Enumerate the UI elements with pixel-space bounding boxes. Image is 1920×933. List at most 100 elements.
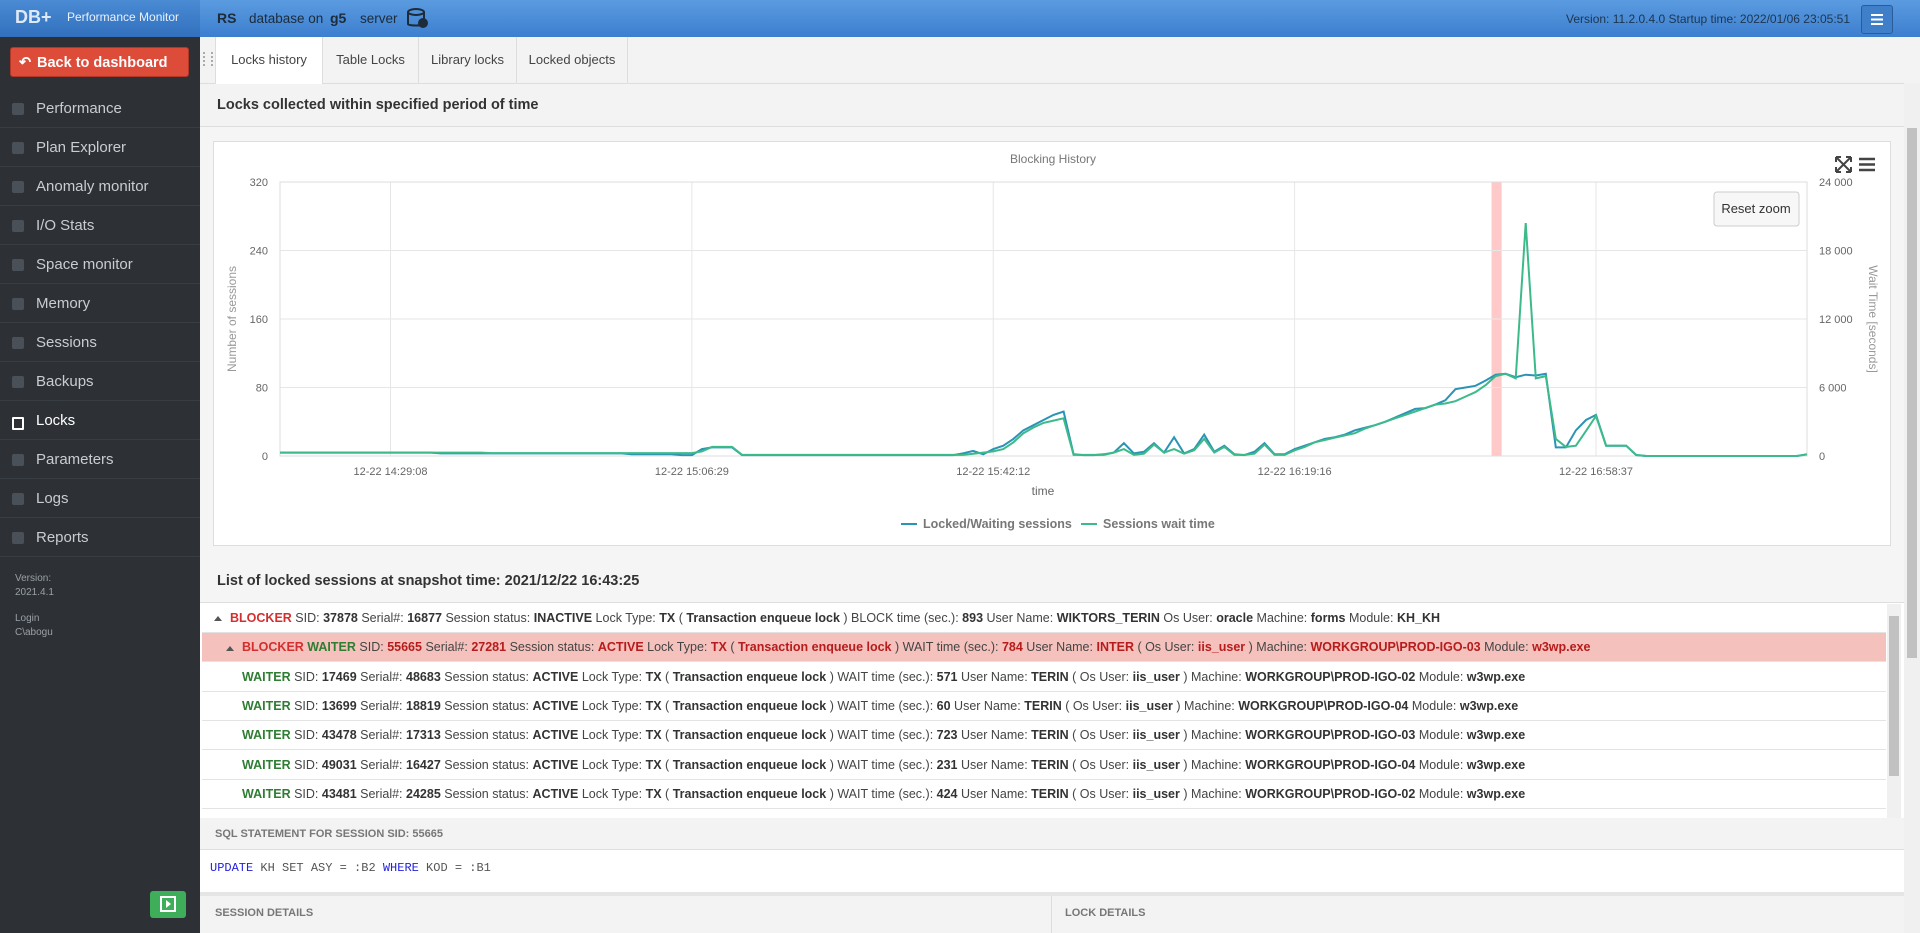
expand-caret[interactable]	[226, 645, 234, 651]
db-on: database on	[249, 11, 324, 26]
expand-caret[interactable]	[214, 616, 222, 622]
field-label: (	[730, 640, 735, 655]
field-label: ) Machine:	[1183, 757, 1242, 772]
session-row[interactable]: WAITER SID: 17469 Serial#: 48683 Session…	[202, 663, 1886, 692]
field-value: 893	[962, 611, 984, 625]
tab-bar	[200, 37, 1920, 84]
field-value: WORKGROUP\PROD-IGO-03	[1245, 728, 1416, 743]
menu-item[interactable]: Backups	[0, 363, 200, 401]
menu-icon	[1871, 14, 1883, 25]
field-label: ) WAIT time (sec.):	[894, 640, 999, 655]
field-value: w3wp.exe	[1532, 640, 1591, 655]
menu-item[interactable]: Logs	[0, 480, 200, 518]
y-tick-label: 80	[256, 383, 268, 395]
session-row[interactable]: BLOCKER SID: 37878 Serial#: 16877 Sessio…	[202, 604, 1886, 633]
tab[interactable]: Locked objects	[517, 37, 628, 83]
field-label: Serial#:	[360, 698, 403, 713]
field-value: WORKGROUP\PROD-IGO-02	[1245, 669, 1416, 684]
field-label: ) WAIT time (sec.):	[829, 786, 934, 801]
menu-item[interactable]: Anomaly monitor	[0, 168, 200, 206]
legend-label[interactable]: Sessions wait time	[1103, 517, 1215, 531]
field-label: SID:	[295, 611, 320, 625]
field-value: 49031	[321, 757, 357, 772]
field-value: KH_KH	[1396, 611, 1441, 625]
back-button[interactable]: ↶ Back to dashboard	[10, 47, 189, 77]
menu-item[interactable]: Parameters	[0, 441, 200, 479]
session-row[interactable]: WAITER SID: 49031 Serial#: 16427 Session…	[202, 751, 1886, 780]
menu-item[interactable]: Locks	[0, 402, 200, 440]
field-value: 17469	[321, 669, 357, 684]
y-tick-label: 240	[250, 246, 268, 258]
field-label: Lock Type:	[581, 698, 643, 713]
field-value: w3wp.exe	[1466, 728, 1526, 743]
field-value: TX	[645, 757, 662, 772]
menu-item[interactable]: Performance	[0, 90, 200, 128]
field-value: iis_user	[1125, 698, 1173, 713]
menu-icon	[12, 454, 24, 466]
sql-keyword: WHERE	[382, 861, 419, 875]
list-scroll-thumb	[1889, 616, 1899, 776]
menu-item[interactable]: Reports	[0, 519, 200, 557]
export-menu-icon[interactable]	[1859, 157, 1875, 172]
field-label: User Name:	[1026, 640, 1093, 655]
menu-label: I/O Stats	[36, 217, 95, 234]
field-value: Transaction enqueue lock	[672, 786, 827, 801]
session-row[interactable]: WAITER SID: 13699 Serial#: 18819 Session…	[202, 692, 1886, 721]
blocker-label: BLOCKER	[230, 611, 292, 625]
back-label: Back to dashboard	[37, 55, 168, 71]
menu-button[interactable]	[1861, 5, 1893, 34]
console-icon	[160, 896, 176, 912]
session-details-heading: SESSION DETAILS	[215, 907, 314, 919]
back-icon: ↶	[19, 55, 32, 71]
menu-item[interactable]: Memory	[0, 285, 200, 323]
field-label: ) WAIT time (sec.):	[829, 698, 934, 713]
session-row[interactable]: BLOCKER WAITER SID: 55665 Serial#: 27281…	[202, 633, 1886, 663]
field-value: Transaction enqueue lock	[737, 640, 892, 655]
session-row[interactable]: WAITER SID: 43481 Serial#: 24285 Session…	[202, 780, 1886, 809]
history-heading: Locks collected within specified period …	[217, 97, 539, 113]
field-label: ( Os User:	[1072, 757, 1130, 772]
menu-item[interactable]: Sessions	[0, 324, 200, 362]
field-value: WORKGROUP\PROD-IGO-04	[1245, 757, 1416, 772]
legend-label[interactable]: Locked/Waiting sessions	[923, 517, 1072, 531]
menu-label: Memory	[36, 295, 91, 312]
field-value: TX	[710, 640, 727, 655]
field-value: 43478	[321, 728, 357, 743]
tab[interactable]: Locks history	[215, 37, 323, 84]
field-label: ) BLOCK time (sec.):	[843, 611, 959, 625]
field-label: ) Machine:	[1183, 669, 1242, 684]
waiter-label: WAITER	[242, 757, 291, 772]
console-button[interactable]	[150, 891, 186, 918]
tab[interactable]: Library locks	[419, 37, 517, 83]
menu-item[interactable]: I/O Stats	[0, 207, 200, 245]
menu-icon	[12, 103, 24, 115]
reset-zoom-button[interactable]	[1713, 191, 1800, 227]
field-label: Lock Type:	[581, 757, 643, 772]
field-label: Module:	[1418, 669, 1464, 684]
field-value: Transaction enqueue lock	[672, 669, 827, 684]
field-value: ACTIVE	[532, 669, 579, 684]
fullscreen-icon[interactable]	[1835, 156, 1852, 173]
field-value: 784	[1001, 640, 1023, 655]
menu-label: Reports	[36, 529, 89, 546]
tab[interactable]: Table Locks	[323, 37, 419, 83]
session-row[interactable]: WAITER SID: 43478 Serial#: 17313 Session…	[202, 721, 1886, 751]
field-label: SID:	[359, 640, 384, 655]
y-tick-label: 320	[250, 177, 268, 189]
details-header: SESSION DETAILS LOCK DETAILS	[200, 896, 1904, 933]
field-value: TX	[645, 698, 662, 713]
sql-text: UPDATE KH SET ASY = :B2 WHERE KOD = :B1	[210, 861, 491, 875]
menu-item[interactable]: Plan Explorer	[0, 129, 200, 167]
field-label: User Name:	[954, 698, 1021, 713]
y2-axis-title: Wait Time [seconds]	[1866, 265, 1880, 373]
field-value: WORKGROUP\PROD-IGO-03	[1310, 640, 1481, 655]
y2-tick-label: 24 000	[1819, 177, 1853, 189]
field-label: SID:	[294, 786, 319, 801]
field-label: Module:	[1348, 611, 1394, 625]
field-value: TERIN	[1024, 698, 1062, 713]
menu-item[interactable]: Space monitor	[0, 246, 200, 284]
field-label: Module:	[1418, 757, 1464, 772]
field-value: Transaction enqueue lock	[672, 757, 827, 772]
field-value: ACTIVE	[532, 728, 579, 743]
